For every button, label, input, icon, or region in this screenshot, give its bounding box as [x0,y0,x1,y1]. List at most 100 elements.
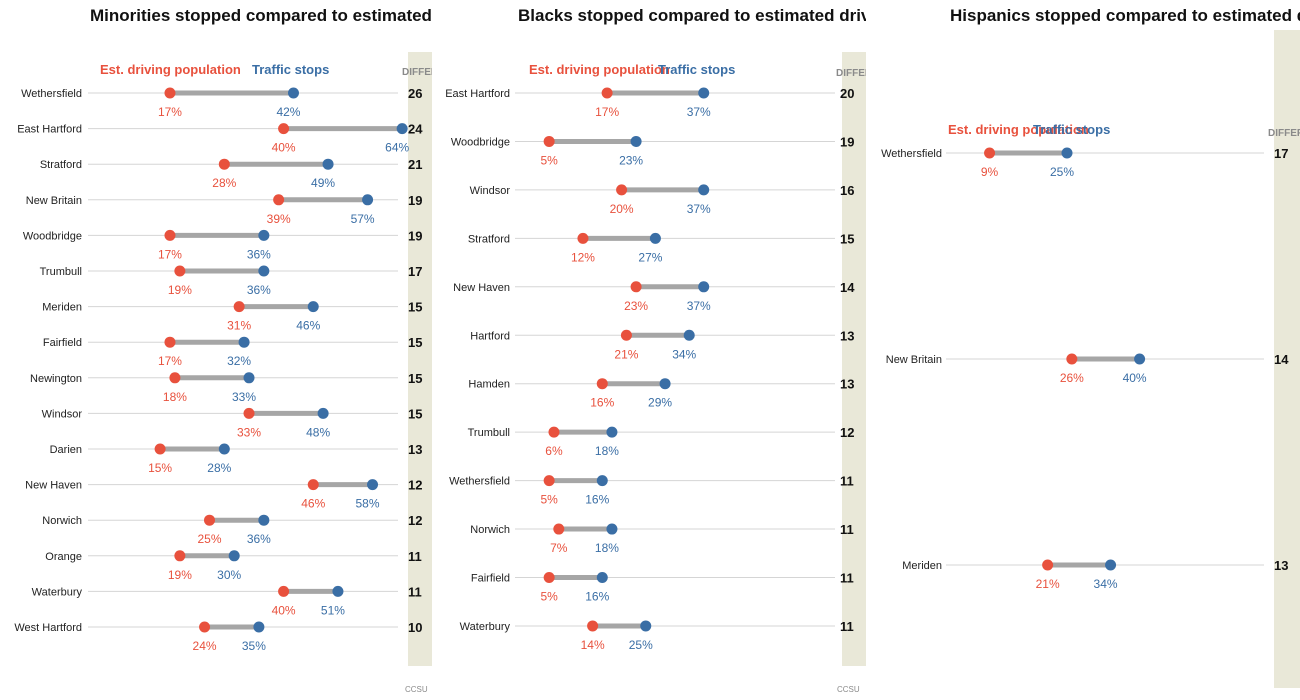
driving-population-label: 17% [158,247,182,261]
driving-population-point [204,514,215,526]
difference-value: 13 [840,328,854,343]
driving-population-point [601,87,613,99]
category-label: Hamden [468,379,510,391]
traffic-stops-label: 57% [351,212,375,226]
traffic-stops-label: 36% [247,283,271,297]
hispanics-chart-panel: Hispanics stopped compared to estimated … [866,0,1300,700]
category-label: Wethersfield [449,476,510,488]
difference-header: DIFFERENCE [402,67,432,78]
legend-traffic-stops: Traffic stops [252,62,329,77]
category-label: Norwich [42,515,82,527]
difference-value: 21 [408,157,422,172]
traffic-stops-label: 51% [321,603,345,617]
driving-population-label: 5% [540,493,558,507]
driving-population-point [307,479,319,491]
traffic-stops-label: 37% [687,202,711,216]
difference-value: 12 [408,513,422,528]
category-label: Waterbury [32,586,83,598]
category-label: Stratford [40,159,82,171]
traffic-stops-label: 34% [1094,577,1118,591]
chart-title: Hispanics stopped compared to estimated … [950,6,1300,25]
traffic-stops-point [258,265,270,277]
source-credit: CCSU [837,685,860,694]
driving-population-label: 14% [581,638,605,652]
traffic-stops-label: 64% [385,141,409,155]
traffic-stops-point [396,123,408,135]
traffic-stops-label: 16% [585,493,609,507]
driving-population-label: 19% [168,568,192,582]
category-label: Woodbridge [23,230,82,242]
traffic-stops-label: 25% [1050,165,1074,179]
driving-population-label: 16% [590,396,614,410]
difference-value: 20 [840,86,854,101]
driving-population-point [164,87,176,99]
traffic-stops-point [367,479,379,491]
traffic-stops-label: 30% [217,568,241,582]
difference-column-band [408,52,432,666]
traffic-stops-point [606,523,618,535]
traffic-stops-label: 48% [306,425,330,439]
difference-value: 19 [408,228,422,243]
traffic-stops-point [596,572,608,583]
traffic-stops-point [317,407,329,419]
category-label: Newington [30,373,82,385]
driving-population-point [543,135,555,147]
difference-value: 11 [408,549,422,564]
traffic-stops-label: 46% [296,319,320,333]
difference-value: 17 [408,264,422,279]
driving-population-point [577,232,589,244]
traffic-stops-point [659,378,671,390]
difference-column-band [1274,30,1300,688]
legend-driving-population: Est. driving population [529,62,670,77]
driving-population-point [169,372,181,384]
traffic-stops-label: 27% [638,250,662,264]
minorities-chart-panel: Minorities stopped compared to estimated… [0,0,432,700]
driving-population-label: 17% [158,354,182,368]
difference-value: 12 [840,425,854,440]
category-label: Windsor [42,408,83,420]
driving-population-label: 28% [212,176,236,190]
traffic-stops-point [1105,559,1117,571]
category-label: New Britain [26,195,82,207]
driving-population-label: 9% [981,165,999,179]
traffic-stops-point [258,229,270,241]
driving-population-label: 12% [571,250,595,264]
difference-value: 15 [408,335,422,350]
category-label: Fairfield [43,337,82,349]
difference-value: 15 [408,371,422,386]
difference-header: DIFFERENCE [1268,128,1300,139]
category-label: East Hartford [17,124,82,136]
driving-population-label: 23% [624,299,648,313]
traffic-stops-point [1134,353,1146,365]
category-label: Stratford [468,233,510,245]
traffic-stops-label: 37% [687,105,711,119]
difference-value: 19 [408,193,422,208]
legend-traffic-stops: Traffic stops [658,62,735,77]
difference-header: DIFFERENCE [836,68,866,79]
traffic-stops-label: 29% [648,396,672,410]
traffic-stops-label: 28% [207,461,231,475]
driving-population-point [596,378,608,390]
difference-value: 12 [408,478,422,493]
driving-population-label: 40% [272,141,296,155]
difference-value: 15 [408,406,422,421]
driving-population-label: 24% [193,639,217,653]
difference-value: 10 [408,620,422,635]
driving-population-label: 6% [545,444,563,458]
traffic-stops-point [258,514,270,526]
traffic-stops-point [243,372,255,384]
dumbbell-chart-svg: Minorities stopped compared to estimated… [14,6,432,694]
traffic-stops-label: 25% [629,638,653,652]
difference-value: 13 [840,377,854,392]
legend-traffic-stops: Traffic stops [1033,122,1110,137]
traffic-stops-label: 36% [247,532,271,546]
difference-value: 11 [408,584,422,599]
driving-population-label: 39% [267,212,291,226]
traffic-stops-label: 18% [595,541,619,555]
category-label: East Hartford [445,88,510,100]
driving-population-label: 46% [301,497,325,511]
traffic-stops-label: 33% [232,390,256,404]
category-label: Norwich [470,524,510,536]
driving-population-point [164,336,176,348]
difference-value: 14 [1274,352,1289,367]
